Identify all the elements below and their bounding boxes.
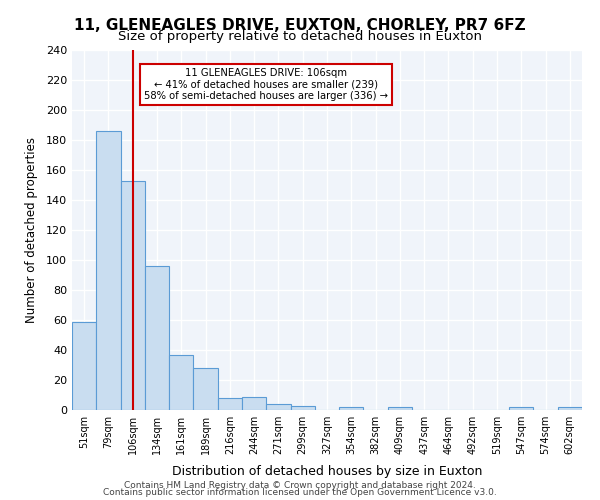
- Bar: [169, 354, 193, 410]
- Bar: [388, 407, 412, 410]
- Bar: [339, 407, 364, 410]
- Y-axis label: Number of detached properties: Number of detached properties: [25, 137, 38, 323]
- Bar: [558, 407, 582, 410]
- Bar: [290, 406, 315, 410]
- Bar: [242, 396, 266, 410]
- Text: Contains HM Land Registry data © Crown copyright and database right 2024.: Contains HM Land Registry data © Crown c…: [124, 481, 476, 490]
- Bar: [218, 398, 242, 410]
- Bar: [121, 180, 145, 410]
- Bar: [509, 407, 533, 410]
- Text: 11, GLENEAGLES DRIVE, EUXTON, CHORLEY, PR7 6FZ: 11, GLENEAGLES DRIVE, EUXTON, CHORLEY, P…: [74, 18, 526, 32]
- Bar: [193, 368, 218, 410]
- Bar: [266, 404, 290, 410]
- Text: Size of property relative to detached houses in Euxton: Size of property relative to detached ho…: [118, 30, 482, 43]
- Text: 11 GLENEAGLES DRIVE: 106sqm
← 41% of detached houses are smaller (239)
58% of se: 11 GLENEAGLES DRIVE: 106sqm ← 41% of det…: [144, 68, 388, 101]
- Bar: [96, 131, 121, 410]
- X-axis label: Distribution of detached houses by size in Euxton: Distribution of detached houses by size …: [172, 466, 482, 478]
- Bar: [72, 322, 96, 410]
- Bar: [145, 266, 169, 410]
- Text: Contains public sector information licensed under the Open Government Licence v3: Contains public sector information licen…: [103, 488, 497, 497]
